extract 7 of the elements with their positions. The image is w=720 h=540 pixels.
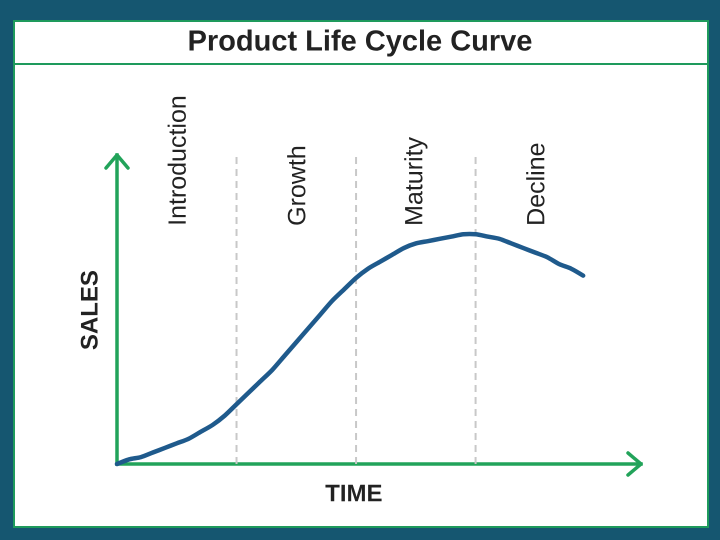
- x-tick-label: Maturity: [404, 137, 428, 224]
- x-tick-label: Growth: [287, 146, 306, 225]
- x-tick-label: Decline: [526, 144, 545, 224]
- x-tick-label: Introduction: [168, 96, 186, 224]
- x-axis-title: TIME: [325, 484, 382, 502]
- y-axis-title: SALES: [80, 271, 98, 350]
- chart-title: Product Life Cycle Curve: [190, 29, 532, 57]
